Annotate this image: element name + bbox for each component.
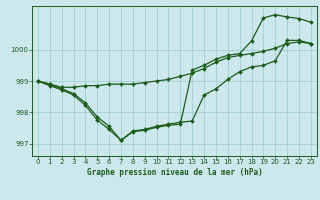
X-axis label: Graphe pression niveau de la mer (hPa): Graphe pression niveau de la mer (hPa)	[86, 168, 262, 177]
